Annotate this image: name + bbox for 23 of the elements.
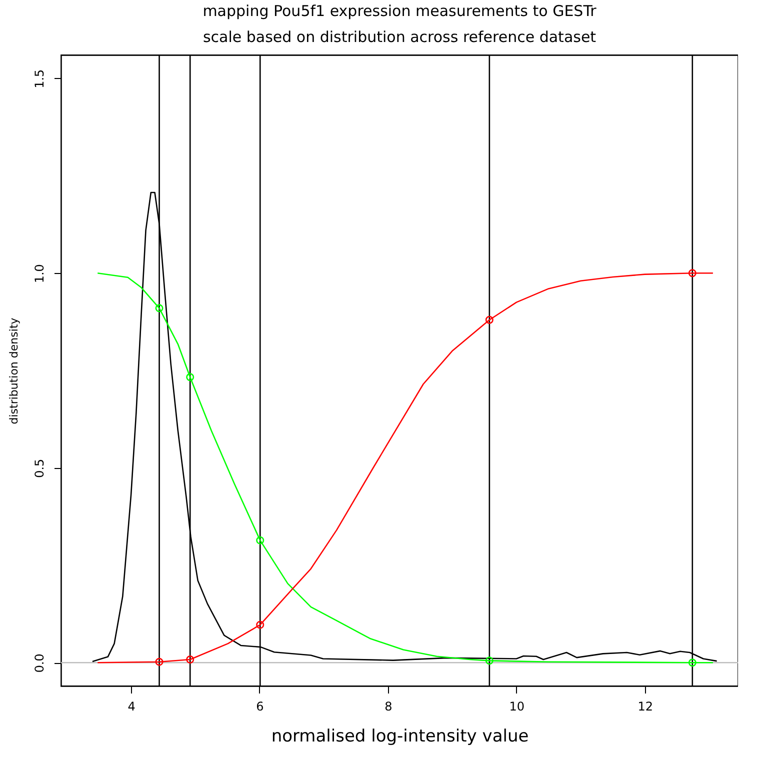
x-tick-label: 6 [256, 700, 264, 714]
point [688, 658, 696, 667]
point [186, 656, 194, 664]
chart-title: mapping Pou5f1 expression measurements to GESTr scale based on distribution across reference dataset [202, 2, 598, 46]
x-tick-label: 10 [509, 700, 525, 714]
line-series [96, 272, 714, 664]
y-tick-label: 1.5 [32, 69, 46, 88]
point [688, 269, 696, 278]
y-axis-title: distribution density [8, 317, 20, 424]
y-tick-label: 0.0 [32, 654, 46, 673]
x-tick-label: 4 [128, 700, 136, 714]
x-tick-label: 12 [638, 700, 654, 714]
point [186, 373, 194, 382]
point [155, 304, 164, 312]
point [256, 536, 264, 544]
point [485, 656, 494, 665]
point [256, 620, 264, 629]
y-tick-label: 1.0 [32, 264, 46, 284]
point [485, 316, 494, 324]
x-tick-label: 8 [384, 700, 392, 714]
point [155, 658, 164, 666]
y-tick-label: 0.5 [32, 458, 46, 478]
x-axis-title: normalised log-intensity value [271, 726, 529, 746]
